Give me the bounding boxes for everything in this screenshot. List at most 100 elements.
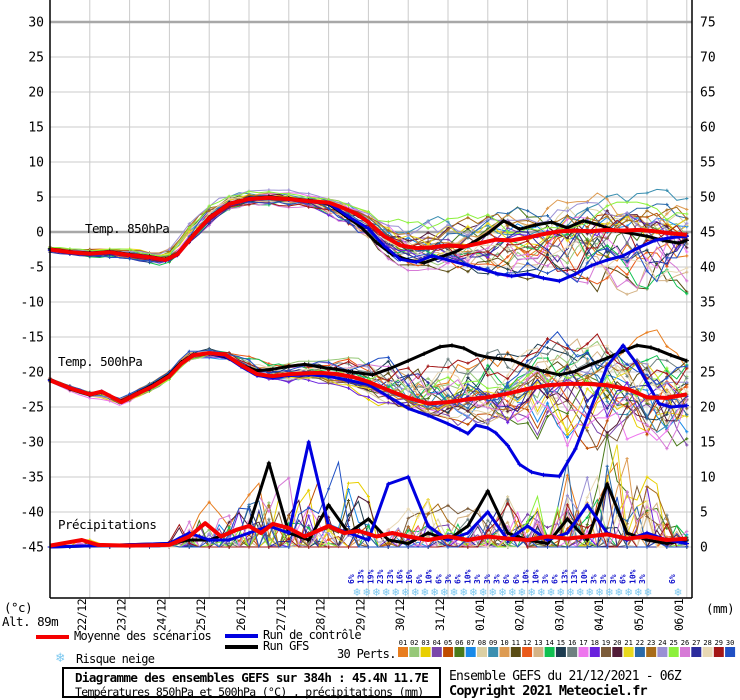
member-number-label: 26 <box>681 639 689 647</box>
left-axis-tick-label: -20 <box>21 366 44 381</box>
ensemble-mean-line-t500 <box>49 351 688 406</box>
member-number-label: 29 <box>715 639 723 647</box>
x-axis-date-label: 01/01 <box>473 598 487 631</box>
snow-flake-icon: ❄ <box>586 585 593 599</box>
panel-label-t850: Temp. 850hPa <box>85 221 169 236</box>
control-line-swatch <box>225 634 258 638</box>
x-axis-date-label: 05/01 <box>632 598 646 631</box>
right-axis-unit-label: (mm) <box>706 601 735 616</box>
snow-risk-percent: 3% <box>541 574 550 584</box>
member-color-swatch <box>646 647 657 657</box>
snow-flake-icon: ❄ <box>635 585 642 599</box>
snow-risk-percent: 13% <box>357 569 366 584</box>
snow-flake-icon: ❄ <box>615 585 622 599</box>
right-axis-tick-label: 75 <box>700 16 716 31</box>
snow-risk-percent: 3% <box>483 574 492 584</box>
right-axis-tick-label: 50 <box>700 191 716 206</box>
member-color-swatch <box>691 647 702 657</box>
member-color-swatch <box>725 647 736 657</box>
member-color-swatch <box>578 647 589 657</box>
x-axis-date-label: 28/12 <box>314 599 328 631</box>
right-axis-tick-label: 70 <box>700 51 716 66</box>
snow-risk-percent: 10% <box>580 569 589 584</box>
member-number-label: 02 <box>410 639 418 647</box>
left-axis-tick-label: -35 <box>21 471 44 486</box>
right-axis-tick-label: 65 <box>700 86 716 101</box>
x-axis-date-label: 31/12 <box>433 599 447 631</box>
x-axis-date-label: 25/12 <box>194 599 208 631</box>
member-color-swatch <box>634 647 645 657</box>
right-axis-tick-label: 40 <box>700 261 716 276</box>
control-run-line-precip <box>49 440 688 549</box>
snow-flake-icon: ❄ <box>363 585 370 599</box>
snow-risk-percent: 6% <box>512 574 521 584</box>
member-color-swatch <box>522 647 533 657</box>
left-axis-tick-label: -5 <box>28 261 44 276</box>
snow-flake-icon: ❄ <box>402 585 409 599</box>
chart-title-box: Diagramme des ensembles GEFS sur 384h : … <box>62 667 441 699</box>
right-axis-tick-label: 20 <box>700 401 716 416</box>
snow-risk-percent: 10% <box>425 569 434 584</box>
snow-risk-percent: 3% <box>473 574 482 584</box>
member-color-swatch <box>702 647 713 657</box>
left-axis-tick-label: 5 <box>36 191 44 206</box>
run-info: Ensemble GEFS du 21/12/2021 - 06Z <box>449 669 682 684</box>
member-color-swatch <box>657 647 668 657</box>
left-axis-tick-label: -10 <box>21 296 44 311</box>
right-axis-tick-label: 35 <box>700 296 716 311</box>
snow-flake-icon: ❄ <box>353 585 360 599</box>
member-number-label: 25 <box>669 639 677 647</box>
member-number-label: 19 <box>602 639 610 647</box>
ensemble-mean-line-precip <box>49 521 687 548</box>
snow-risk-percent: 6% <box>454 574 463 584</box>
snow-flake-icon: ❄ <box>392 585 399 599</box>
member-number-label: 12 <box>523 639 531 647</box>
snow-flake-icon: ❄ <box>441 585 448 599</box>
snow-risk-percent: 3% <box>444 574 453 584</box>
member-color-swatch <box>431 647 442 657</box>
snow-risk-percent: 13% <box>560 569 569 584</box>
right-axis-tick-label: 25 <box>700 366 716 381</box>
right-axis-tick-label: 10 <box>700 471 716 486</box>
member-color-swatch <box>567 647 578 657</box>
member-number-label: 24 <box>658 639 666 647</box>
left-axis-tick-label: 25 <box>28 51 44 66</box>
member-number-label: 30 <box>726 639 734 647</box>
right-axis-tick-label: 0 <box>700 541 708 556</box>
snow-risk-percent: 16% <box>405 569 414 584</box>
member-number-label: 22 <box>636 639 644 647</box>
member-color-swatch <box>601 647 611 657</box>
left-axis-tick-label: -45 <box>21 541 44 556</box>
snow-flake-icon: ❄ <box>547 585 554 599</box>
member-number-label: 13 <box>534 639 542 647</box>
snow-risk-percent: 3% <box>493 574 502 584</box>
snow-risk-percent: 10% <box>463 569 472 584</box>
legend-gfs-label: Run GFS <box>263 639 309 653</box>
snow-flake-icon: ❄ <box>450 585 457 599</box>
snow-flake-icon: ❄ <box>509 585 516 599</box>
left-axis-tick-label: 30 <box>28 16 44 31</box>
member-color-swatch <box>533 647 544 657</box>
snow-flake-icon: ❄ <box>567 585 574 599</box>
x-axis-date-label: 29/12 <box>353 599 367 631</box>
x-axis-date-label: 06/01 <box>672 598 686 631</box>
snow-flake-icon: ❄ <box>538 585 545 599</box>
member-number-label: 06 <box>455 639 463 647</box>
right-axis-tick-label: 60 <box>700 121 716 136</box>
snow-flake-icon: ❄ <box>382 585 389 599</box>
snow-risk-percent: 3% <box>599 574 608 584</box>
member-color-swatch <box>623 647 634 657</box>
snow-risk-percent: 6% <box>502 574 511 584</box>
member-color-swatch <box>454 647 465 657</box>
mean-line-swatch <box>36 635 69 639</box>
member-color-swatch <box>409 647 420 657</box>
snow-risk-percent: 3% <box>590 574 599 584</box>
snow-risk-percent: 6% <box>347 574 356 584</box>
member-number-label: 16 <box>568 639 576 647</box>
member-number-label: 08 <box>478 639 486 647</box>
snow-risk-percent: 6% <box>415 574 424 584</box>
snowflake-icon: ❄ <box>56 650 65 666</box>
snow-flake-icon: ❄ <box>596 585 603 599</box>
legend-snow-label: Risque neige <box>76 652 155 666</box>
member-number-label: 17 <box>579 639 587 647</box>
